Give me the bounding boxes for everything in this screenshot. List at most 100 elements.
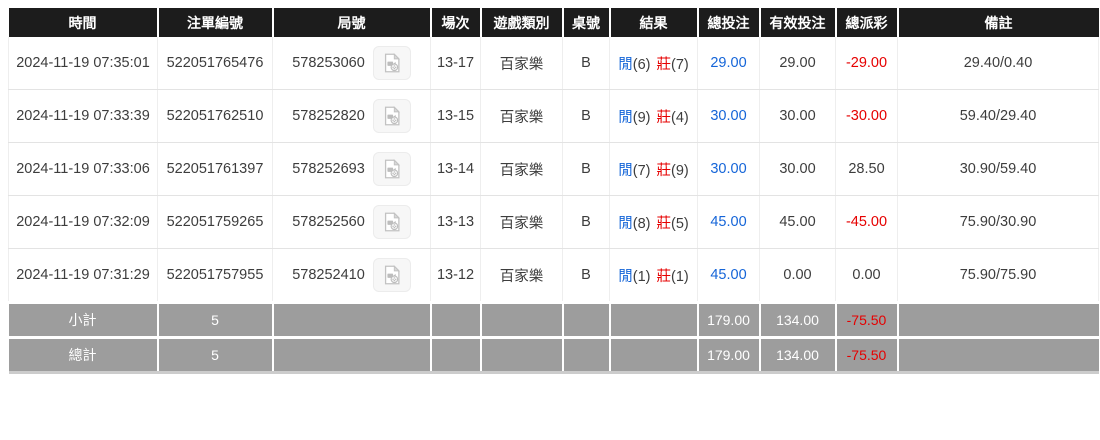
table-header: 時間 注單編號 局號 場次 遊戲類別 桌號 結果 總投注 有效投注 總派彩 備註 — [8, 8, 1099, 37]
bet-id-cell: 522051765476 — [157, 37, 273, 90]
valid-bet-cell: 30.00 — [759, 89, 836, 143]
round-cell: 578252820 — [272, 89, 431, 143]
video-replay-button[interactable] — [372, 46, 411, 80]
subtotal-total-bet: 179.00 — [697, 301, 761, 338]
table-body: 2024-11-19 07:35:01 522051765476 578253060… — [8, 37, 1099, 303]
remark-cell: 75.90/75.90 — [897, 248, 1099, 303]
result-banker-score: (4) — [671, 109, 689, 126]
session-cell: 13-13 — [430, 195, 481, 249]
video-replay-button[interactable] — [372, 99, 411, 133]
table-no-cell: B — [562, 89, 610, 143]
payout-cell: -45.00 — [835, 195, 898, 249]
payout-cell: -30.00 — [835, 89, 898, 143]
video-replay-button[interactable] — [372, 205, 411, 239]
round-number: 578252410 — [292, 267, 365, 283]
bet-row: 2024-11-19 07:33:39 522051762510 578252820… — [8, 89, 1099, 143]
col-header-game-type: 遊戲類別 — [480, 8, 564, 37]
session-cell: 13-12 — [430, 248, 481, 303]
table-no-cell: B — [562, 195, 610, 249]
result-banker-label: 莊 — [656, 56, 672, 73]
round-number: 578252693 — [292, 161, 365, 177]
grand-total-empty-result — [609, 336, 699, 374]
video-replay-button[interactable] — [372, 152, 411, 186]
subtotal-valid-bet: 134.00 — [759, 301, 837, 338]
grand-total-empty-game — [480, 336, 564, 374]
grand-total-row: 總計 5 179.00 134.00 -75.50 — [8, 336, 1099, 374]
payout-cell: 0.00 — [835, 248, 898, 303]
table-no-cell: B — [562, 248, 610, 303]
col-header-table-no: 桌號 — [562, 8, 611, 37]
col-header-valid-bet: 有效投注 — [759, 8, 837, 37]
subtotal-empty-round — [272, 301, 432, 338]
valid-bet-cell: 45.00 — [759, 195, 836, 249]
subtotal-empty-table — [562, 301, 611, 338]
grand-total-empty-round — [272, 336, 432, 374]
result-banker-score: (5) — [671, 215, 689, 232]
result-player-score: (1) — [632, 268, 651, 285]
result-banker-label: 莊 — [656, 109, 672, 126]
total-bet-cell: 45.00 — [697, 195, 760, 249]
time-cell: 2024-11-19 07:33:06 — [8, 142, 158, 196]
time-cell: 2024-11-19 07:33:39 — [8, 89, 158, 143]
result-banker-score: (9) — [671, 162, 689, 179]
time-cell: 2024-11-19 07:31:29 — [8, 248, 158, 303]
subtotal-empty-game — [480, 301, 564, 338]
result-player-score: (9) — [632, 109, 651, 126]
subtotal-empty-result — [609, 301, 699, 338]
subtotal-empty-remark — [897, 301, 1099, 338]
col-header-round: 局號 — [272, 8, 432, 37]
remark-cell: 59.40/29.40 — [897, 89, 1099, 143]
bet-id-cell: 522051762510 — [157, 89, 273, 143]
round-number: 578252820 — [292, 108, 365, 124]
grand-total-empty-table — [562, 336, 611, 374]
subtotal-payout: -75.50 — [835, 301, 899, 338]
round-number: 578253060 — [292, 55, 365, 71]
round-cell: 578253060 — [272, 37, 431, 90]
round-cell: 578252693 — [272, 142, 431, 196]
result-banker-label: 莊 — [656, 162, 672, 179]
result-player-score: (7) — [632, 162, 651, 179]
table-footer: 小計 5 179.00 134.00 -75.50 總計 5 179.00 13… — [8, 301, 1099, 374]
bet-id-cell: 522051761397 — [157, 142, 273, 196]
result-player-label: 閒 — [618, 56, 633, 73]
result-banker-score: (1) — [671, 268, 689, 285]
result-player-score: (6) — [632, 56, 651, 73]
time-cell: 2024-11-19 07:35:01 — [8, 37, 158, 90]
result-player-score: (8) — [632, 215, 651, 232]
valid-bet-cell: 29.00 — [759, 37, 836, 90]
bet-row: 2024-11-19 07:31:29 522051757955 578252410… — [8, 248, 1099, 303]
col-header-payout: 總派彩 — [835, 8, 899, 37]
payout-cell: -29.00 — [835, 37, 898, 90]
subtotal-label: 小計 — [8, 301, 159, 338]
result-cell: 閒(1) 莊(1) — [609, 248, 698, 303]
result-cell: 閒(6) 莊(7) — [609, 37, 698, 90]
col-header-bet-id: 注單編號 — [157, 8, 274, 37]
grand-total-total-bet: 179.00 — [697, 336, 761, 374]
valid-bet-cell: 30.00 — [759, 142, 836, 196]
total-bet-cell: 29.00 — [697, 37, 760, 90]
total-bet-cell: 30.00 — [697, 89, 760, 143]
result-player-label: 閒 — [618, 109, 633, 126]
bet-history-table: 時間 注單編號 局號 場次 遊戲類別 桌號 結果 總投注 有效投注 總派彩 備註… — [8, 8, 1099, 374]
video-replay-button[interactable] — [372, 258, 411, 292]
video-replay-icon — [384, 159, 400, 179]
col-header-total-bet: 總投注 — [697, 8, 761, 37]
round-cell: 578252410 — [272, 248, 431, 303]
total-bet-cell: 45.00 — [697, 248, 760, 303]
grand-total-empty-session — [430, 336, 482, 374]
header-row: 時間 注單編號 局號 場次 遊戲類別 桌號 結果 總投注 有效投注 總派彩 備註 — [8, 8, 1099, 37]
result-cell: 閒(8) 莊(5) — [609, 195, 698, 249]
result-cell: 閒(9) 莊(4) — [609, 89, 698, 143]
session-cell: 13-14 — [430, 142, 481, 196]
subtotal-count: 5 — [157, 301, 274, 338]
result-player-label: 閒 — [618, 215, 633, 232]
game-type-cell: 百家樂 — [480, 37, 563, 90]
col-header-time: 時間 — [8, 8, 159, 37]
bet-id-cell: 522051757955 — [157, 248, 273, 303]
game-type-cell: 百家樂 — [480, 89, 563, 143]
grand-total-empty-remark — [897, 336, 1099, 374]
video-replay-icon — [384, 53, 400, 73]
col-header-result: 結果 — [609, 8, 699, 37]
remark-cell: 29.40/0.40 — [897, 37, 1099, 90]
video-replay-icon — [384, 265, 400, 285]
